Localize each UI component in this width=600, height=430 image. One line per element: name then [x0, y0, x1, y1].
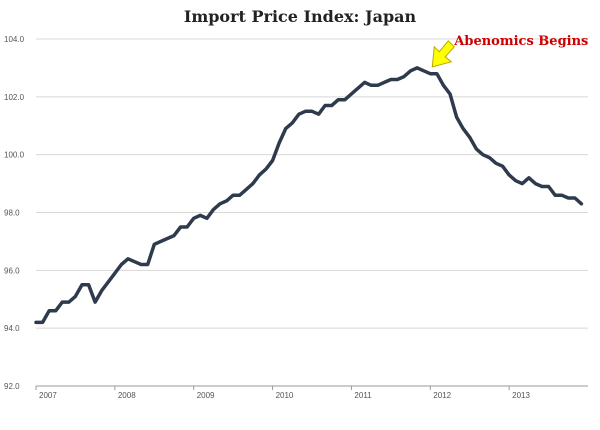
y-axis-ticks: 92.0 94.0 96.0 98.0 100.0 102.0 104.0: [4, 35, 25, 391]
x-axis-ticks: 2007 2008 2009 2010 2011 2012 2013: [35, 386, 530, 400]
series-layer: [34, 66, 584, 325]
y-tick-label: 102.0: [4, 93, 25, 102]
y-tick-label: 100.0: [4, 151, 25, 160]
annotation-layer: Abenomics Begins: [431, 34, 588, 68]
y-tick-label: 94.0: [4, 324, 20, 333]
x-tick-label: 2010: [276, 391, 294, 400]
annotation-arrow-icon: [431, 40, 455, 68]
series-line: [34, 66, 584, 325]
annotation-label: Abenomics Begins: [453, 34, 588, 49]
x-tick-label: 2011: [354, 391, 372, 400]
y-tick-label: 96.0: [4, 266, 20, 275]
y-tick-label: 98.0: [4, 209, 20, 218]
x-tick-label: 2013: [512, 391, 530, 400]
y-tick-label: 92.0: [4, 382, 20, 391]
x-tick-label: 2012: [433, 391, 451, 400]
y-tick-label: 104.0: [4, 35, 25, 44]
x-tick-label: 2008: [118, 391, 136, 400]
chart-title: Import Price Index: Japan: [184, 7, 417, 26]
x-tick-label: 2009: [197, 391, 215, 400]
grid-lines: [36, 38, 588, 387]
x-tick-label: 2007: [39, 391, 57, 400]
